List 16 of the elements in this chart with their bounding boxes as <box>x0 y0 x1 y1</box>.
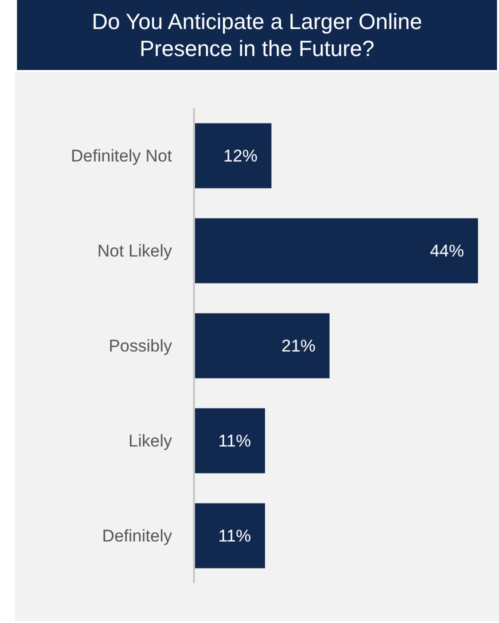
bar <box>194 218 478 284</box>
data-label: 21% <box>282 336 316 356</box>
chart-title: Do You Anticipate a Larger Online Presence in the Future? <box>17 0 497 70</box>
y-tick-label: Definitely Not <box>70 146 172 166</box>
bar <box>194 503 265 568</box>
data-label: 11% <box>218 432 251 451</box>
bar <box>194 313 330 378</box>
bar <box>194 408 265 474</box>
bar <box>194 123 272 188</box>
data-label: 11% <box>218 526 251 546</box>
y-tick-label: Possibly <box>108 336 172 356</box>
data-label: 44% <box>430 242 464 261</box>
y-tick-label: Likely <box>128 432 172 451</box>
data-label: 12% <box>223 146 258 166</box>
y-tick-label: Not Likely <box>97 242 172 261</box>
y-tick-label: Definitely <box>102 526 172 546</box>
